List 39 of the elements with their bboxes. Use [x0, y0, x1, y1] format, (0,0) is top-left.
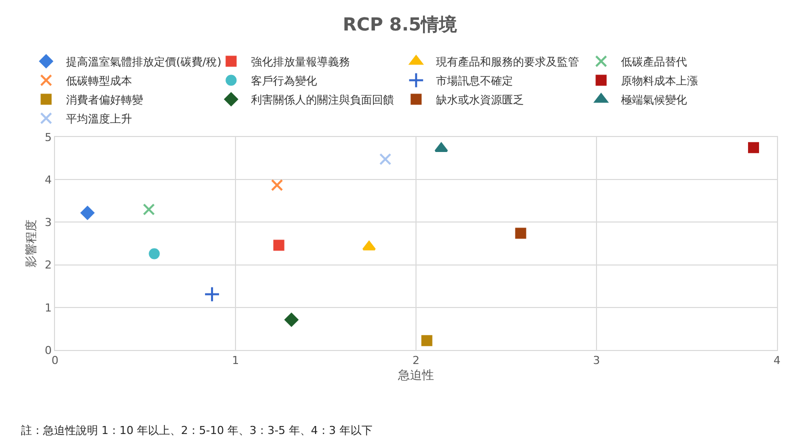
y-tick-label: 0 — [44, 344, 52, 357]
x-tick-label: 1 — [232, 354, 239, 368]
point — [148, 248, 160, 260]
legend-label: 客戶行為變化 — [251, 74, 318, 88]
legend-label: 強化排放量報導義務 — [251, 56, 350, 69]
point — [362, 240, 376, 250]
legend-label: 市場訊息不確定 — [436, 74, 514, 88]
x-tick-label: 3 — [593, 354, 600, 368]
point — [284, 312, 298, 327]
point — [515, 228, 526, 239]
point — [80, 206, 94, 220]
point — [271, 179, 284, 192]
x-axis-title: 急迫性 — [397, 368, 434, 382]
y-axis-title: 影響程度 — [24, 220, 38, 268]
legend-label: 低碳轉型成本 — [66, 74, 132, 88]
x-tick-label: 2 — [412, 354, 420, 368]
x-tick-label: 4 — [774, 354, 780, 368]
point — [748, 142, 760, 154]
point — [142, 203, 155, 216]
point — [204, 286, 220, 302]
y-tick-label: 2 — [44, 258, 52, 272]
legend-label: 平均溫度上升 — [66, 112, 132, 126]
point — [379, 153, 392, 166]
legend-label: 利害關係人的關注與負面回饋 — [251, 94, 394, 107]
y-tick-label: 5 — [44, 130, 52, 144]
y-tick-label: 3 — [44, 216, 52, 230]
legend-label: 消費者偏好轉變 — [66, 94, 144, 107]
legend-label: 現有產品和服務的要求及監管 — [436, 56, 580, 69]
legend-label: 原物料成本上漲 — [621, 74, 698, 88]
chart-title: RCP 8.5情境 — [342, 14, 458, 36]
point — [421, 335, 432, 346]
legend-label: 提高溫室氣體排放定價(碳費/稅) — [66, 56, 222, 69]
y-tick-label: 1 — [44, 301, 52, 314]
text: 註：急迫性說明 1：10 年以上、2：5-10 年、3：3-5 年、4：3 年以下 — [21, 424, 372, 437]
legend-label: 極端氣候變化 — [621, 94, 688, 107]
legend-label: 缺水或水資源匱乏 — [436, 94, 524, 107]
legend-label: 低碳產品替代 — [621, 56, 688, 69]
point — [273, 240, 284, 251]
y-tick-label: 4 — [44, 173, 52, 186]
